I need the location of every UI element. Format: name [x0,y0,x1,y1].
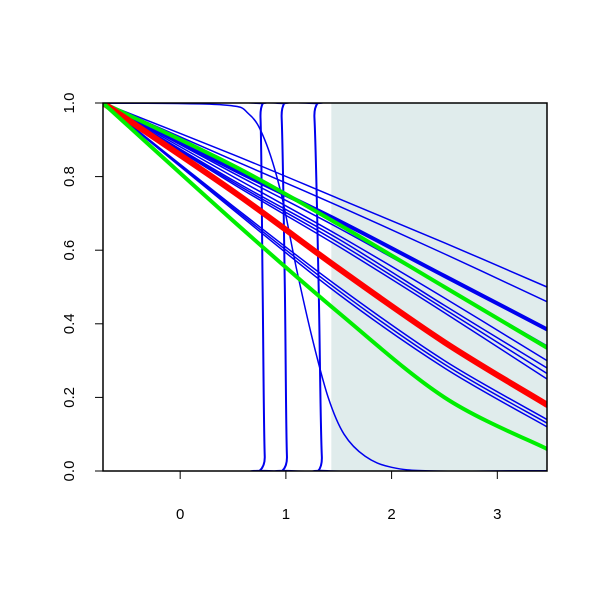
x-tick-label: 2 [387,506,395,523]
series-line-blue-smooth-5 [103,103,547,369]
series-line-blue-smooth-1 [103,103,547,303]
series-line-red-16 [103,103,547,408]
y-tick-label: 1.0 [61,93,78,114]
y-tick-label: 0.4 [61,313,78,334]
y-tick-label: 0.2 [61,387,78,408]
series-line-blue-step-13 [103,103,547,471]
series-line-blue-smooth-9 [103,103,547,424]
series-line-green-15 [103,103,547,350]
y-tick-label: 0.0 [61,461,78,482]
series-line-blue-smooth-4 [103,103,547,362]
series-line-blue-step-12 [103,103,547,471]
x-tick-label: 1 [282,506,290,523]
series-line-blue-step-14 [103,103,547,471]
x-axis: 0 1 2 3 [176,471,501,523]
x-tick-label: 3 [493,506,501,523]
series-line-blue-smooth-0 [103,103,547,288]
series-line-blue-smooth-7 [103,103,547,380]
series-layer [103,103,547,471]
series-line-blue-smooth-6 [103,103,547,375]
y-axis: 0.0 0.2 0.4 0.6 0.8 1.0 [61,93,103,482]
series-line-blue-smooth-2 [103,103,547,332]
y-tick-label: 0.8 [61,166,78,187]
series-line-blue-smooth-8 [103,103,547,421]
x-tick-label: 0 [176,506,184,523]
plot-frame [102,102,548,472]
series-line-green-17 [103,103,547,451]
series-line-blue-smooth-10 [103,103,547,428]
y-tick-label: 0.6 [61,240,78,261]
